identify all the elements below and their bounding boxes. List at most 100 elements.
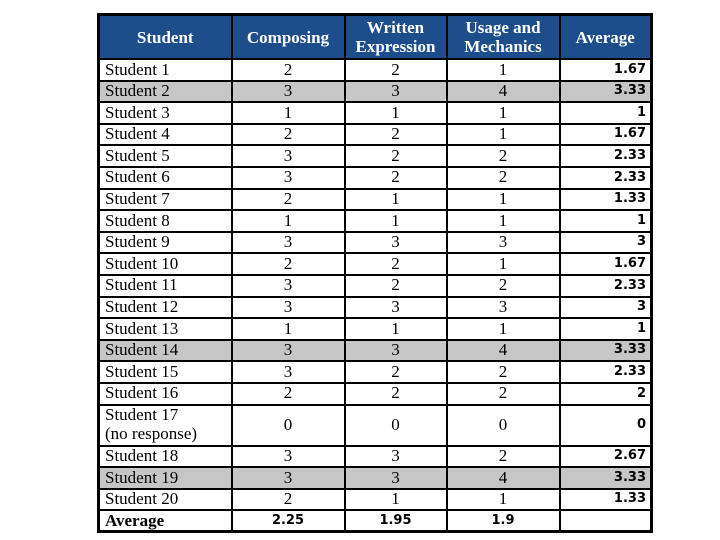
student-name: Student 8 <box>105 210 170 230</box>
student-name: Student 5 <box>105 145 170 165</box>
student-name-cell: Student 6 <box>97 166 233 190</box>
usage-mechanics-score-cell: 1 <box>445 487 561 512</box>
col-header-usage-mechanics: Usage and Mechanics <box>445 13 561 61</box>
student-name-cell: Student 11 <box>97 274 233 298</box>
student-name-cell: Student 17 (no response) <box>97 403 233 447</box>
table-row: Student 5 3 2 2 2.33 <box>97 144 653 169</box>
table-row: Student 16 2 2 2 2 <box>97 381 653 406</box>
table-row: Student 2 3 3 4 3.33 <box>97 79 653 104</box>
usage-mechanics-score-cell: 2 <box>445 444 561 469</box>
usage-mechanics-score-cell: 1 <box>445 58 561 82</box>
average-score-cell: 2.33 <box>558 274 653 298</box>
student-name-cell: Student 14 <box>97 338 233 363</box>
student-name-cell: Student 8 <box>97 209 233 233</box>
table-row: Student 19 3 3 4 3.33 <box>97 466 653 490</box>
written-expression-average-cell: 1.95 <box>343 509 448 533</box>
usage-mechanics-score-cell: 4 <box>445 79 561 104</box>
usage-mechanics-score-cell: 2 <box>445 144 561 169</box>
student-name: Student 16 <box>105 383 179 403</box>
written-expression-score-cell: 2 <box>343 58 448 82</box>
average-row-label: Average <box>97 509 233 533</box>
student-name: Student 20 <box>105 489 179 509</box>
composing-score-cell: 3 <box>230 444 346 469</box>
student-name-cell: Student 3 <box>97 101 233 125</box>
composing-average-cell: 2.25 <box>230 509 346 533</box>
col-header-written-expression: Written Expression <box>343 13 448 61</box>
composing-score-cell: 2 <box>230 487 346 512</box>
table-row: Student 15 3 2 2 2.33 <box>97 360 653 384</box>
average-score-cell: 2.33 <box>558 166 653 190</box>
table-header: Student Composing Written Expression Usa… <box>97 13 653 61</box>
usage-mechanics-score-cell: 3 <box>445 230 561 255</box>
written-expression-score-cell: 2 <box>343 381 448 406</box>
col-header-student: Student <box>97 13 233 61</box>
written-expression-score-cell: 3 <box>343 466 448 490</box>
average-score-cell: 1.67 <box>558 252 653 276</box>
written-expression-score-cell: 1 <box>343 187 448 212</box>
average-score-cell: 2.33 <box>558 360 653 384</box>
student-name-cell: Student 7 <box>97 187 233 212</box>
student-name: Student 12 <box>105 297 179 317</box>
average-score-cell: 2.67 <box>558 444 653 469</box>
written-expression-score-cell: 3 <box>343 444 448 469</box>
student-scores-table: Student Composing Written Expression Usa… <box>97 13 653 534</box>
composing-score-cell: 3 <box>230 338 346 363</box>
student-name-cell: Student 10 <box>97 252 233 276</box>
usage-mechanics-score-cell: 1 <box>445 101 561 125</box>
composing-score-cell: 1 <box>230 209 346 233</box>
table-row: Student 14 3 3 4 3.33 <box>97 338 653 363</box>
student-name: Student 13 <box>105 318 179 338</box>
usage-mechanics-score-cell: 1 <box>445 122 561 147</box>
composing-score-cell: 3 <box>230 274 346 298</box>
written-expression-score-cell: 0 <box>343 403 448 447</box>
average-score-cell: 3 <box>558 230 653 255</box>
written-expression-score-cell: 2 <box>343 360 448 384</box>
written-expression-score-cell: 3 <box>343 295 448 320</box>
usage-mechanics-score-cell: 2 <box>445 166 561 190</box>
table-row: Student 12 3 3 3 3 <box>97 295 653 320</box>
student-name: Student 15 <box>105 361 179 381</box>
average-score-cell: 0 <box>558 403 653 447</box>
table-row: Student 7 2 1 1 1.33 <box>97 187 653 212</box>
student-name: Student 6 <box>105 167 170 187</box>
written-expression-score-cell: 1 <box>343 487 448 512</box>
usage-mechanics-score-cell: 2 <box>445 274 561 298</box>
student-name: Student 18 <box>105 446 179 466</box>
student-name-cell: Student 15 <box>97 360 233 384</box>
composing-score-cell: 0 <box>230 403 346 447</box>
student-name-cell: Student 9 <box>97 230 233 255</box>
student-name: Student 19 <box>105 467 179 487</box>
student-name-cell: Student 20 <box>97 487 233 512</box>
composing-score-cell: 3 <box>230 360 346 384</box>
student-name-cell: Student 19 <box>97 466 233 490</box>
student-name: Student 2 <box>105 81 170 101</box>
composing-score-cell: 2 <box>230 381 346 406</box>
table-row: Student 18 3 3 2 2.67 <box>97 444 653 469</box>
average-score-cell: 1.33 <box>558 187 653 212</box>
usage-mechanics-score-cell: 1 <box>445 209 561 233</box>
average-score-cell: 1 <box>558 317 653 341</box>
usage-mechanics-score-cell: 2 <box>445 360 561 384</box>
usage-mechanics-score-cell: 4 <box>445 338 561 363</box>
student-name-cell: Student 4 <box>97 122 233 147</box>
written-expression-score-cell: 2 <box>343 274 448 298</box>
student-name: Student 9 <box>105 232 170 252</box>
average-score-cell: 1.67 <box>558 58 653 82</box>
composing-score-cell: 3 <box>230 466 346 490</box>
header-row: Student Composing Written Expression Usa… <box>97 13 653 61</box>
table-row: Student 4 2 2 1 1.67 <box>97 122 653 147</box>
table-row: Student 10 2 2 1 1.67 <box>97 252 653 276</box>
average-score-cell: 3 <box>558 295 653 320</box>
composing-score-cell: 2 <box>230 187 346 212</box>
written-expression-score-cell: 2 <box>343 122 448 147</box>
student-name-line2: (no response) <box>105 424 198 444</box>
average-score-cell: 3.33 <box>558 79 653 104</box>
composing-score-cell: 3 <box>230 166 346 190</box>
average-score-cell: 2 <box>558 381 653 406</box>
average-score-cell: 2.33 <box>558 144 653 169</box>
composing-score-cell: 3 <box>230 230 346 255</box>
table-row: Student 6 3 2 2 2.33 <box>97 166 653 190</box>
composing-score-cell: 3 <box>230 79 346 104</box>
usage-mechanics-score-cell: 2 <box>445 381 561 406</box>
